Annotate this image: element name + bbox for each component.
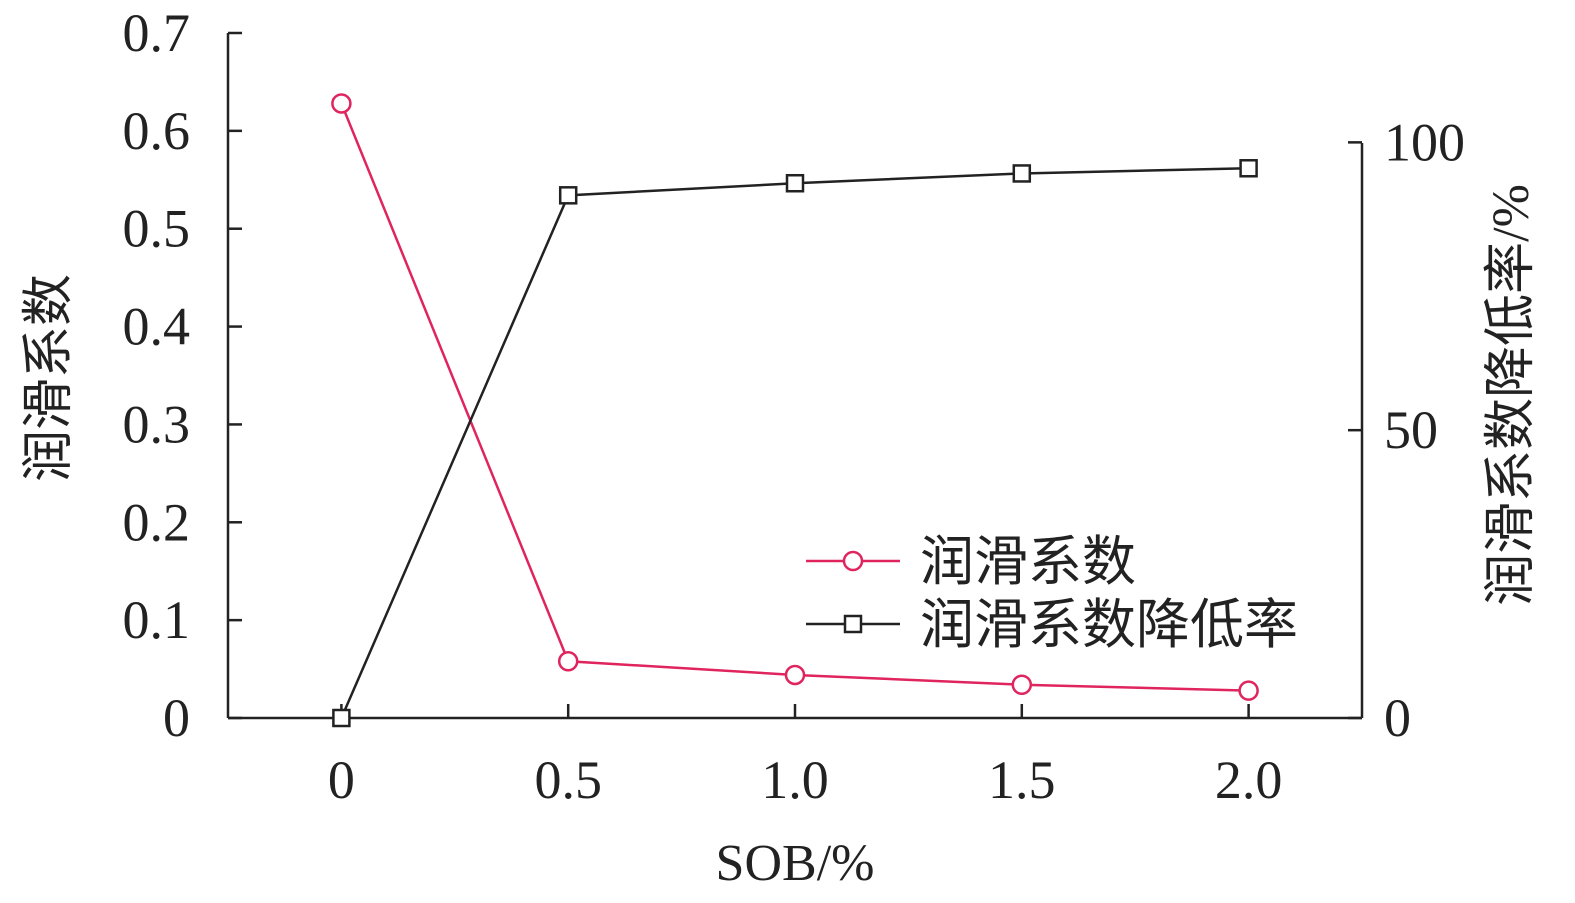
- y2-tick-label: 100: [1384, 112, 1465, 172]
- y-tick-label: 0.3: [123, 394, 191, 454]
- chart-axes: 0 0.1 0.2 0.3 0.4 0.5 0.6 0.7 0 50 100 0 0.5 1.0 1.5 2.…: [123, 3, 1466, 810]
- data-point-square: [1239, 159, 1258, 178]
- data-point-square: [1012, 164, 1032, 183]
- y-tick-label: 0.7: [123, 3, 191, 63]
- x-tick-label: 2.0: [1215, 750, 1283, 810]
- y-tick-label: 0.2: [123, 492, 191, 552]
- legend-marker-square: [843, 614, 863, 634]
- y2-tick-label: 50: [1384, 400, 1438, 460]
- y-tick-label: 0.6: [123, 101, 191, 161]
- y2-tick-label: 0: [1384, 688, 1411, 748]
- data-point-circle: [784, 664, 806, 686]
- y-tick-label: 0.4: [123, 297, 191, 357]
- y2-axis-title: 润滑系数降低率/%: [1483, 184, 1540, 606]
- x-tick-label: 1.5: [988, 750, 1056, 810]
- x-tick-label: 1.0: [761, 750, 829, 810]
- data-point-square: [558, 186, 578, 205]
- x-tick-label: 0.5: [534, 750, 602, 810]
- legend-marker-circle: [842, 550, 864, 572]
- legend-label: 润滑系数降低率: [920, 595, 1298, 655]
- y-tick-label: 0: [163, 688, 190, 748]
- legend-label: 润滑系数: [920, 532, 1136, 592]
- y-tick-label: 0.1: [123, 590, 191, 650]
- chart-series: [331, 93, 1259, 728]
- data-point-circle: [557, 650, 579, 672]
- x-tick-label: 0: [328, 750, 355, 810]
- data-point-circle: [1238, 680, 1259, 701]
- x-axis-title: SOB/%: [716, 835, 875, 892]
- data-point-square: [785, 173, 805, 193]
- y-tick-label: 0.5: [123, 199, 191, 259]
- data-point-circle: [1011, 674, 1033, 695]
- data-point-circle: [331, 93, 352, 114]
- data-point-square: [332, 708, 351, 728]
- y-axis-title: 润滑系数: [21, 274, 78, 482]
